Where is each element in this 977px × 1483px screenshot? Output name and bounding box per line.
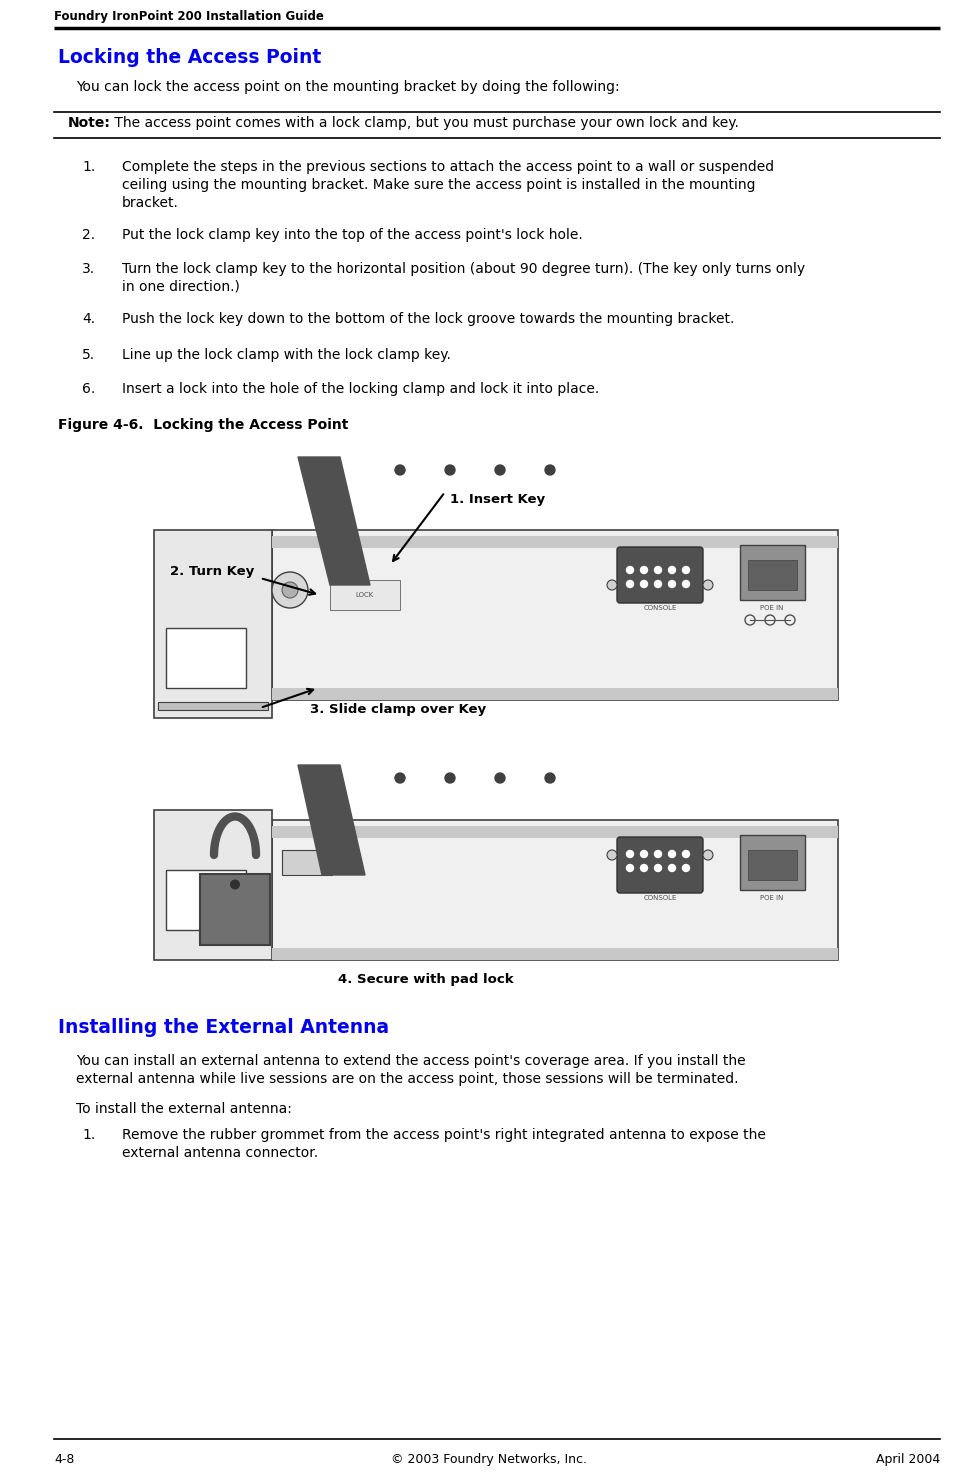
Circle shape xyxy=(640,580,647,587)
Circle shape xyxy=(640,567,647,574)
Text: Note:: Note: xyxy=(68,116,110,131)
Circle shape xyxy=(281,581,298,598)
Text: 3. Slide clamp over Key: 3. Slide clamp over Key xyxy=(310,703,486,716)
Text: in one direction.): in one direction.) xyxy=(122,280,239,294)
Bar xyxy=(747,561,796,590)
Bar xyxy=(272,529,837,700)
Bar xyxy=(740,544,804,601)
Text: Complete the steps in the previous sections to attach the access point to a wall: Complete the steps in the previous secti… xyxy=(122,160,774,174)
Text: 4-8: 4-8 xyxy=(54,1453,74,1467)
Circle shape xyxy=(654,567,660,574)
Bar xyxy=(281,850,331,875)
Text: Foundry IronPoint 200 Installation Guide: Foundry IronPoint 200 Installation Guide xyxy=(54,10,323,24)
Circle shape xyxy=(640,850,647,857)
Text: 5.: 5. xyxy=(82,349,95,362)
Text: 4.: 4. xyxy=(82,311,95,326)
Bar xyxy=(272,826,837,838)
Bar xyxy=(151,452,837,718)
Bar xyxy=(158,701,268,710)
Circle shape xyxy=(626,580,633,587)
Bar xyxy=(199,873,270,945)
Text: 1.: 1. xyxy=(82,160,95,174)
Polygon shape xyxy=(298,765,364,875)
Bar xyxy=(153,529,272,718)
FancyBboxPatch shape xyxy=(616,547,702,604)
Circle shape xyxy=(682,865,689,872)
Text: CONSOLE: CONSOLE xyxy=(643,896,676,902)
Circle shape xyxy=(640,865,647,872)
Circle shape xyxy=(654,865,660,872)
Text: 6.: 6. xyxy=(82,383,95,396)
Text: POE IN: POE IN xyxy=(759,605,783,611)
Text: 1.: 1. xyxy=(82,1129,95,1142)
Text: 2. Turn Key: 2. Turn Key xyxy=(170,565,254,578)
Text: Turn the lock clamp key to the horizontal position (about 90 degree turn). (The : Turn the lock clamp key to the horizonta… xyxy=(122,262,804,276)
Circle shape xyxy=(668,865,675,872)
Text: Installing the External Antenna: Installing the External Antenna xyxy=(58,1017,389,1037)
Circle shape xyxy=(682,580,689,587)
Text: Figure 4-6.  Locking the Access Point: Figure 4-6. Locking the Access Point xyxy=(58,418,348,432)
Text: CONSOLE: CONSOLE xyxy=(643,605,676,611)
Circle shape xyxy=(544,773,554,783)
Bar xyxy=(272,948,837,960)
Circle shape xyxy=(702,850,712,860)
Circle shape xyxy=(654,580,660,587)
Text: 2.: 2. xyxy=(82,228,95,242)
Circle shape xyxy=(395,773,404,783)
Text: April 2004: April 2004 xyxy=(874,1453,939,1467)
Circle shape xyxy=(544,466,554,475)
Bar xyxy=(272,535,837,549)
Circle shape xyxy=(654,850,660,857)
Text: LOCK: LOCK xyxy=(356,592,374,598)
Text: 4. Secure with pad lock: 4. Secure with pad lock xyxy=(338,973,513,986)
Bar xyxy=(740,835,804,890)
Text: Insert a lock into the hole of the locking clamp and lock it into place.: Insert a lock into the hole of the locki… xyxy=(122,383,599,396)
Bar xyxy=(747,850,796,879)
Bar xyxy=(166,627,246,688)
Circle shape xyxy=(272,572,308,608)
Circle shape xyxy=(702,580,712,590)
Circle shape xyxy=(607,580,616,590)
Circle shape xyxy=(668,850,675,857)
Bar xyxy=(153,810,272,960)
Text: external antenna connector.: external antenna connector. xyxy=(122,1146,318,1160)
Text: To install the external antenna:: To install the external antenna: xyxy=(76,1102,291,1117)
Bar xyxy=(166,871,246,930)
Circle shape xyxy=(445,773,454,783)
Text: POE IN: POE IN xyxy=(759,896,783,902)
Text: Remove the rubber grommet from the access point's right integrated antenna to ex: Remove the rubber grommet from the acces… xyxy=(122,1129,765,1142)
Text: Locking the Access Point: Locking the Access Point xyxy=(58,47,320,67)
Text: You can install an external antenna to extend the access point's coverage area. : You can install an external antenna to e… xyxy=(76,1054,744,1068)
Text: The access point comes with a lock clamp, but you must purchase your own lock an: The access point comes with a lock clamp… xyxy=(109,116,738,131)
Text: bracket.: bracket. xyxy=(122,196,179,211)
Circle shape xyxy=(494,466,504,475)
Bar xyxy=(151,759,837,991)
Circle shape xyxy=(607,850,616,860)
Text: 3.: 3. xyxy=(82,262,95,276)
Circle shape xyxy=(494,773,504,783)
Text: © 2003 Foundry Networks, Inc.: © 2003 Foundry Networks, Inc. xyxy=(391,1453,586,1467)
Text: Push the lock key down to the bottom of the lock groove towards the mounting bra: Push the lock key down to the bottom of … xyxy=(122,311,734,326)
Bar xyxy=(329,580,400,610)
Text: Line up the lock clamp with the lock clamp key.: Line up the lock clamp with the lock cla… xyxy=(122,349,450,362)
Circle shape xyxy=(668,567,675,574)
Circle shape xyxy=(682,850,689,857)
Circle shape xyxy=(395,466,404,475)
Circle shape xyxy=(626,865,633,872)
Text: You can lock the access point on the mounting bracket by doing the following:: You can lock the access point on the mou… xyxy=(76,80,619,93)
FancyBboxPatch shape xyxy=(616,836,702,893)
Circle shape xyxy=(230,879,239,890)
Polygon shape xyxy=(298,457,369,584)
Circle shape xyxy=(668,580,675,587)
Text: Put the lock clamp key into the top of the access point's lock hole.: Put the lock clamp key into the top of t… xyxy=(122,228,582,242)
Bar xyxy=(272,688,837,700)
Bar xyxy=(272,820,837,960)
Text: ceiling using the mounting bracket. Make sure the access point is installed in t: ceiling using the mounting bracket. Make… xyxy=(122,178,754,191)
Circle shape xyxy=(626,850,633,857)
Circle shape xyxy=(445,466,454,475)
Circle shape xyxy=(626,567,633,574)
Circle shape xyxy=(682,567,689,574)
Text: external antenna while live sessions are on the access point, those sessions wil: external antenna while live sessions are… xyxy=(76,1072,738,1086)
Text: 1. Insert Key: 1. Insert Key xyxy=(449,494,544,507)
